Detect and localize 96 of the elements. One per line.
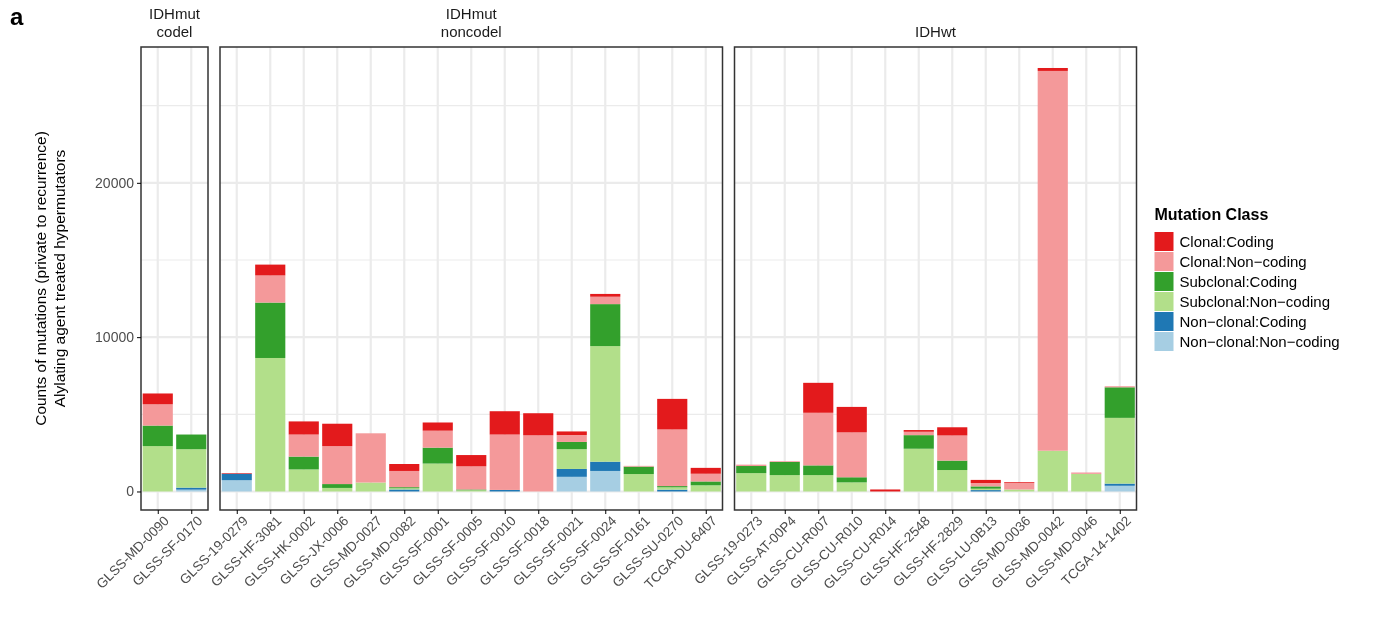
bar <box>590 461 621 471</box>
bar <box>489 411 520 435</box>
bar <box>288 469 319 492</box>
bar <box>937 470 968 492</box>
bar <box>176 449 207 488</box>
bar <box>322 446 353 485</box>
bar <box>903 448 934 492</box>
bar <box>657 398 688 430</box>
chart-title: IDHmut noncodel <box>440 5 502 40</box>
bar <box>556 431 587 435</box>
bar <box>556 449 587 469</box>
bar <box>322 484 353 488</box>
bar <box>1104 387 1135 418</box>
bar <box>937 435 968 461</box>
legend-label: Non−clonal:Non−coding <box>1179 333 1340 350</box>
bar <box>456 466 487 490</box>
bar <box>355 433 386 483</box>
bar <box>803 465 834 476</box>
bar <box>422 463 453 492</box>
bar <box>1037 450 1068 492</box>
bar <box>389 470 420 488</box>
bar <box>142 404 173 426</box>
bar <box>288 421 319 435</box>
bar <box>1037 67 1068 71</box>
bar <box>556 476 587 492</box>
bar <box>870 489 901 492</box>
bar <box>803 475 834 492</box>
bar <box>523 435 554 492</box>
bar <box>422 422 453 431</box>
bar <box>1104 483 1135 486</box>
bar <box>836 482 867 492</box>
bar <box>422 447 453 464</box>
bar <box>937 460 968 471</box>
bar <box>690 467 721 474</box>
chart-title: IDHwt <box>915 23 957 40</box>
bar <box>288 456 319 470</box>
bar <box>690 473 721 482</box>
bar <box>1104 417 1135 484</box>
legend-label: Non−clonal:Coding <box>1179 313 1307 330</box>
y-axis-title: Counts of mutations (private to recurrence) Alylating agent treated hypermutators <box>32 131 68 426</box>
bar <box>255 302 286 358</box>
y-tick-label: 20000 <box>95 174 135 191</box>
bar <box>690 481 721 486</box>
bar <box>556 441 587 450</box>
bar <box>221 480 252 492</box>
bar <box>489 434 520 490</box>
chart-title: IDHmut codel <box>149 5 201 40</box>
bar <box>255 275 286 303</box>
bar <box>422 430 453 448</box>
bar <box>1071 473 1102 492</box>
bar <box>736 466 767 474</box>
bar <box>556 468 587 477</box>
bar <box>176 434 207 450</box>
bar <box>937 427 968 436</box>
bar <box>288 434 319 457</box>
bar <box>255 357 286 492</box>
legend-label: Clonal:Coding <box>1179 233 1274 250</box>
bar <box>1004 489 1035 492</box>
bar <box>657 429 688 487</box>
bar <box>221 473 252 481</box>
bar <box>803 382 834 413</box>
bar <box>556 434 587 442</box>
legend-label: Subclonal:Coding <box>1179 273 1298 290</box>
bar <box>523 413 554 436</box>
bar <box>142 425 173 447</box>
bar <box>590 470 621 492</box>
legend-label: Clonal:Non−coding <box>1179 253 1307 270</box>
legend-label: Subclonal:Non−coding <box>1179 293 1331 310</box>
bar <box>769 475 800 492</box>
legend-title: Mutation Class <box>1154 206 1269 223</box>
bar <box>1037 70 1068 451</box>
bar <box>1004 482 1035 490</box>
bar <box>456 455 487 467</box>
bar <box>590 293 621 297</box>
bar <box>623 466 654 475</box>
bar <box>690 485 721 492</box>
bar <box>590 296 621 305</box>
y-tick-label: 10000 <box>95 329 135 346</box>
bar <box>623 474 654 492</box>
bar <box>803 412 834 466</box>
bar <box>836 477 867 483</box>
bar <box>322 423 353 447</box>
bar <box>736 473 767 492</box>
bar <box>389 464 420 471</box>
text: a <box>10 3 24 30</box>
bar <box>836 432 867 478</box>
bar <box>142 393 173 405</box>
bar <box>590 304 621 347</box>
bar <box>255 264 286 276</box>
bar <box>836 406 867 433</box>
bar <box>970 479 1001 483</box>
bar <box>903 435 934 449</box>
bar <box>590 346 621 462</box>
bar <box>769 462 800 476</box>
bar <box>142 446 173 492</box>
y-tick-label: 0 <box>126 483 135 500</box>
